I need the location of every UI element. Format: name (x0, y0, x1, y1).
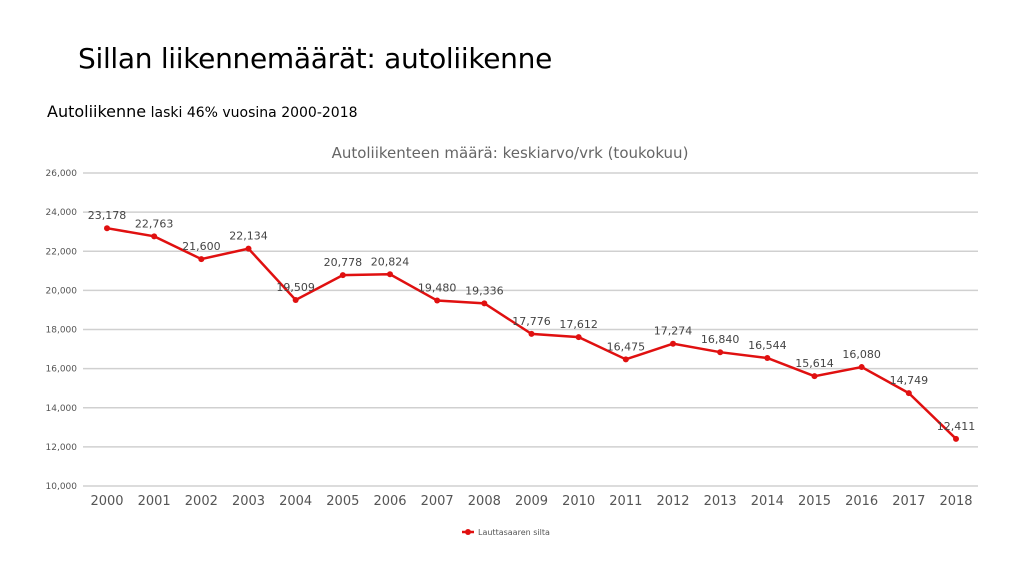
data-label: 12,411 (937, 420, 976, 433)
x-tick-label: 2005 (326, 494, 359, 509)
x-tick-label: 2008 (468, 494, 501, 509)
data-point (198, 256, 205, 263)
x-tick-label: 2014 (751, 494, 784, 509)
data-label: 19,336 (465, 284, 504, 297)
x-tick-label: 2001 (138, 494, 171, 509)
x-tick-label: 2013 (704, 494, 737, 509)
data-label: 23,178 (88, 209, 127, 222)
data-point (575, 334, 582, 341)
x-tick-label: 2016 (845, 494, 878, 509)
data-point (481, 300, 488, 307)
data-label: 16,080 (842, 348, 881, 361)
data-label: 17,776 (512, 315, 551, 328)
data-label: 17,274 (654, 325, 693, 338)
data-point (528, 330, 535, 337)
x-tick-label: 2000 (90, 494, 123, 509)
data-label: 16,544 (748, 339, 787, 352)
data-label: 20,778 (324, 256, 363, 269)
data-label: 16,840 (701, 333, 740, 346)
legend-marker (465, 529, 471, 535)
data-point (245, 245, 252, 252)
x-tick-label: 2003 (232, 494, 265, 509)
x-tick-label: 2018 (939, 494, 972, 509)
data-point (622, 356, 629, 363)
x-tick-label: 2007 (421, 494, 454, 509)
data-label: 21,600 (182, 240, 221, 253)
data-label: 19,480 (418, 282, 457, 295)
x-tick-label: 2006 (373, 494, 406, 509)
data-point (764, 354, 771, 361)
x-tick-label: 2010 (562, 494, 595, 509)
slide-title: Sillan liikennemäärät: autoliikenne (78, 42, 553, 75)
legend-label: Lauttasaaren silta (478, 528, 550, 537)
data-label: 20,824 (371, 255, 410, 268)
y-tick-label: 14,000 (46, 404, 78, 414)
data-label: 14,749 (890, 374, 929, 387)
x-tick-label: 2009 (515, 494, 548, 509)
data-point (905, 390, 912, 397)
y-tick-label: 26,000 (46, 169, 78, 179)
y-tick-label: 24,000 (46, 208, 78, 218)
x-tick-label: 2015 (798, 494, 831, 509)
slide-subtitle: Autoliikenne laski 46% vuosina 2000-2018 (47, 102, 358, 121)
x-tick-label: 2004 (279, 494, 312, 509)
y-tick-label: 20,000 (46, 286, 78, 296)
data-point (292, 296, 299, 303)
data-point (717, 349, 724, 356)
y-tick-label: 22,000 (46, 247, 78, 257)
data-label: 22,134 (229, 230, 268, 243)
data-label: 16,475 (607, 340, 646, 353)
y-tick-label: 16,000 (46, 365, 78, 375)
data-point (434, 297, 441, 304)
x-tick-label: 2012 (656, 494, 689, 509)
data-point (387, 271, 393, 278)
data-point (670, 340, 676, 347)
x-tick-label: 2017 (892, 494, 925, 509)
data-point (104, 225, 110, 232)
y-tick-label: 18,000 (46, 326, 78, 336)
data-label: 19,509 (276, 281, 315, 294)
y-tick-label: 10,000 (46, 482, 78, 492)
data-label: 15,614 (795, 357, 834, 370)
data-point (953, 435, 959, 442)
subtitle-rest: laski 46% vuosina 2000-2018 (146, 105, 358, 121)
data-point (858, 364, 865, 371)
chart-title: Autoliikenteen määrä: keskiarvo/vrk (tou… (332, 144, 689, 162)
data-label: 22,763 (135, 217, 174, 230)
x-tick-label: 2011 (609, 494, 642, 509)
data-point (811, 373, 818, 380)
subtitle-lead: Autoliikenne (47, 102, 147, 121)
data-point (339, 272, 346, 279)
data-point (151, 233, 158, 240)
x-tick-label: 2002 (185, 494, 218, 509)
y-tick-label: 12,000 (46, 443, 78, 453)
data-label: 17,612 (559, 318, 598, 331)
